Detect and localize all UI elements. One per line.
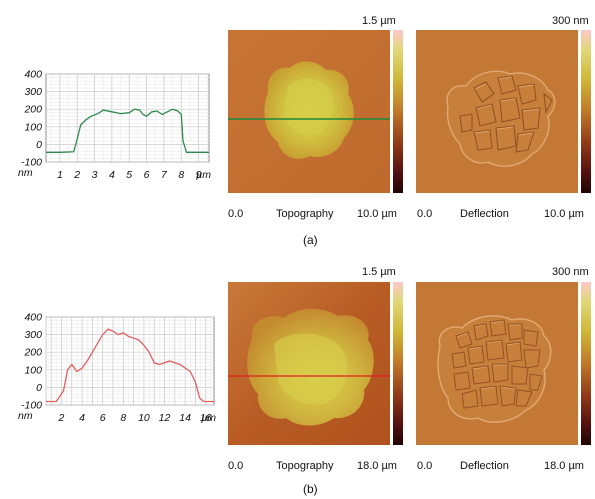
topography-image-b [228,282,390,445]
y-tick-label: -100 [21,157,42,169]
profile-series-line [46,108,209,153]
y-tick-label: 0 [36,382,42,394]
topo-x-end-b: 18.0 µm [357,460,397,472]
topo-name-a: Topography [276,208,334,220]
y-tick-label: 0 [36,139,42,151]
y-tick-label: 400 [24,70,42,81]
topo-x-end-a: 10.0 µm [357,208,397,220]
x-tick-label: 4 [109,169,115,181]
topo-x-start-b: 0.0 [228,460,244,472]
x-tick-label: 1 [57,169,63,181]
defl-scale-max-b: 300 nm [552,266,589,278]
x-tick-label: 12 [159,412,171,424]
y-tick-label: 200 [23,347,42,359]
x-tick-label: 3 [92,169,98,181]
y-unit-label: nm [18,410,33,422]
x-tick-label: 8 [178,169,184,181]
x-tick-label: 10 [138,412,150,424]
y-tick-label: 100 [24,364,42,376]
topography-image-a [228,30,390,193]
caption-a: (a) [303,233,318,247]
deflection-image-b [416,282,578,445]
x-tick-label: 2 [73,169,80,181]
defl-x-end-b: 18.0 µm [544,460,584,472]
x-tick-label: 8 [120,412,126,424]
y-tick-label: 300 [24,329,42,341]
deflection-image-a [416,30,578,193]
x-tick-label: 14 [179,412,191,424]
caption-b: (b) [303,482,318,496]
defl-colorbar-a [581,30,591,193]
x-unit-label: µm [196,169,211,181]
topo-x-start-a: 0.0 [228,208,244,220]
x-tick-label: 6 [100,412,106,424]
x-tick-label: 7 [161,169,168,181]
y-tick-label: 100 [24,121,42,133]
defl-colorbar-b [581,282,591,445]
defl-x-start-a: 0.0 [417,208,433,220]
profile-series-line [46,328,214,403]
y-tick-label: -100 [21,400,42,412]
topo-scale-max-b: 1.5 µm [362,266,396,278]
topo-scale-max-a: 1.5 µm [362,15,396,27]
x-tick-label: 9 [196,169,202,181]
defl-x-end-a: 10.0 µm [544,208,584,220]
topo-colorbar-b [393,282,403,445]
x-unit-label: µm [201,412,216,424]
topo-colorbar-a [393,30,403,193]
plot-frame [45,316,215,406]
x-tick-label: 16 [200,412,212,424]
x-tick-label: 4 [79,412,85,424]
x-tick-label: 5 [126,169,132,181]
defl-name-a: Deflection [460,208,509,220]
y-tick-label: 400 [24,313,42,324]
plot-frame [45,73,210,163]
defl-x-start-b: 0.0 [417,460,433,472]
y-tick-label: 300 [24,86,42,98]
x-tick-label: 2 [58,412,65,424]
defl-name-b: Deflection [460,460,509,472]
defl-scale-max-a: 300 nm [552,15,589,27]
topo-name-b: Topography [276,460,334,472]
y-tick-label: 200 [23,104,42,116]
y-unit-label: nm [18,167,33,179]
x-tick-label: 6 [144,169,150,181]
